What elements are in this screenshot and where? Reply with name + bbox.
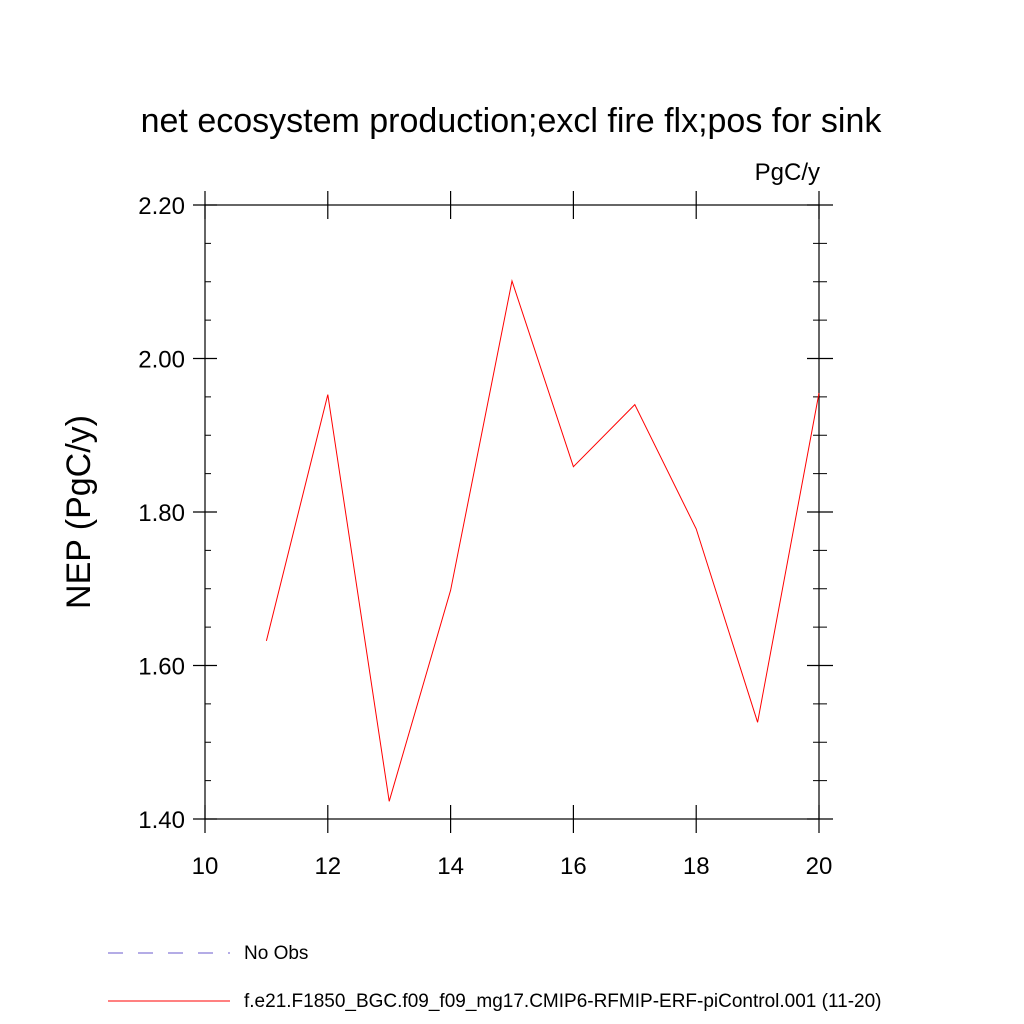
y-axis-label: NEP (PgC/y) xyxy=(60,415,98,609)
y-tick-label: 1.60 xyxy=(138,654,185,681)
x-tick-label: 18 xyxy=(683,853,710,880)
x-tick-label: 20 xyxy=(806,853,833,880)
x-ticks: 10 12 14 16 18 20 xyxy=(192,191,833,880)
legend-series-label: f.e21.F1850_BGC.f09_f09_mg17.CMIP6-RFMIP… xyxy=(244,991,881,1012)
x-tick-label: 12 xyxy=(314,853,341,880)
y-tick-label: 2.00 xyxy=(138,347,185,374)
y-tick-label: 1.80 xyxy=(138,500,185,527)
x-tick-label: 10 xyxy=(192,853,219,880)
units-label: PgC/y xyxy=(755,159,820,186)
legend: No Obs f.e21.F1850_BGC.f09_f09_mg17.CMIP… xyxy=(108,943,881,1012)
x-tick-label: 16 xyxy=(560,853,587,880)
legend-no-obs-label: No Obs xyxy=(244,943,308,964)
y-major-ticks: 1.40 1.60 1.80 2.00 2.20 xyxy=(138,193,833,834)
x-tick-label: 14 xyxy=(437,853,464,880)
series-line xyxy=(265,279,820,802)
y-tick-label: 2.20 xyxy=(138,193,185,220)
chart-title: net ecosystem production;excl fire flx;p… xyxy=(141,102,883,140)
series-layer xyxy=(265,279,820,802)
y-tick-label: 1.40 xyxy=(138,807,185,834)
y-minor-ticks xyxy=(205,242,827,782)
plot-frame xyxy=(204,204,820,820)
